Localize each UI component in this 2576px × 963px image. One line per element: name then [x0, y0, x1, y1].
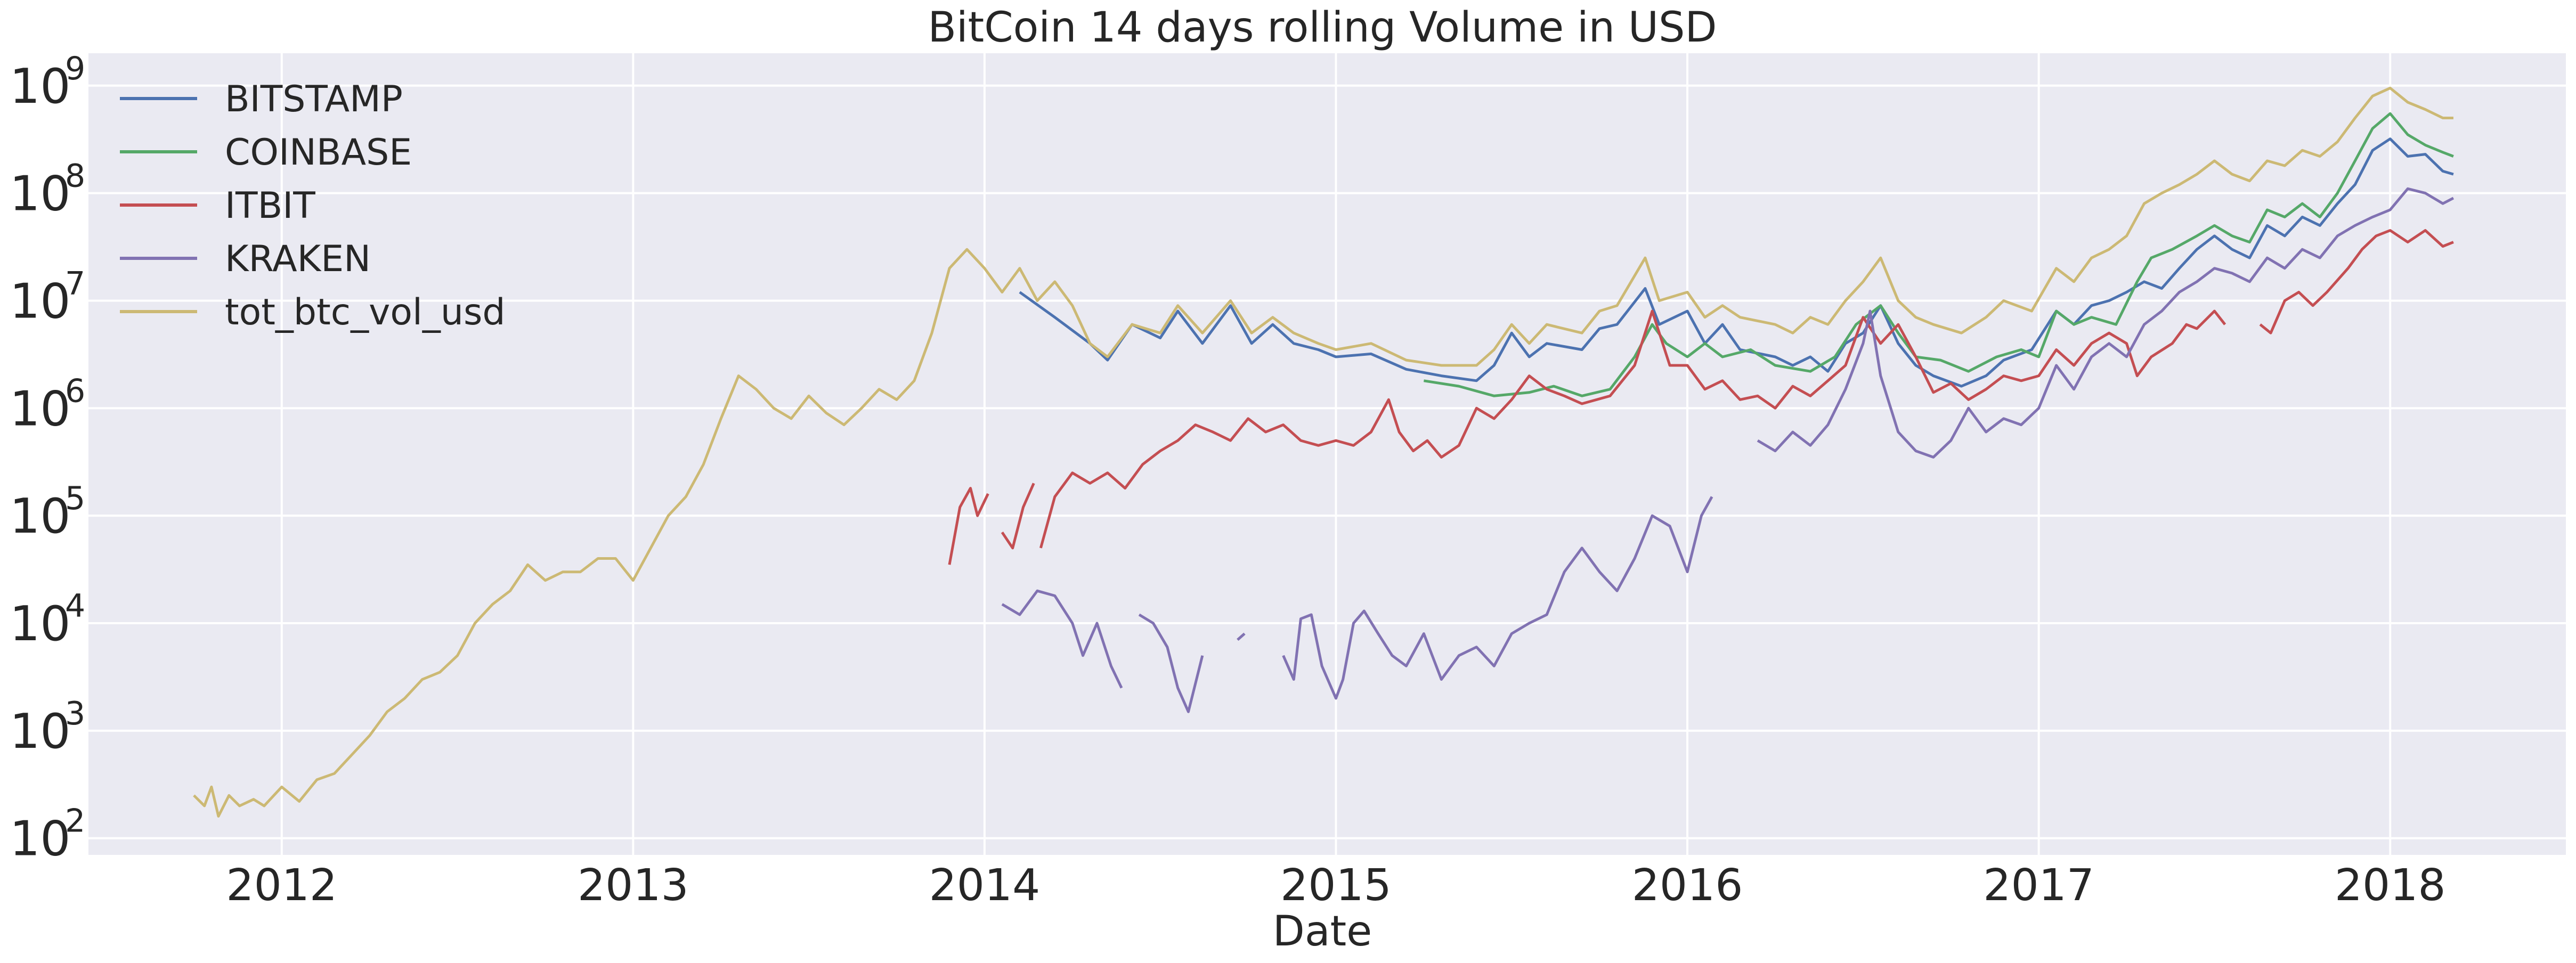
y-tick-label: 10: [10, 381, 71, 437]
series-line-segment: [1001, 589, 1123, 689]
x-tick-label: 2017: [1983, 860, 2094, 911]
legend-entry-label: ITBIT: [225, 185, 315, 227]
x-tick-label: 2012: [226, 860, 337, 911]
y-tick-label: 10: [10, 59, 71, 115]
series-KRAKEN: [1001, 187, 2455, 713]
y-tick-exponent: 2: [65, 803, 85, 840]
series-tot_btc_vol_usd: [193, 86, 2453, 818]
series-line-segment: [193, 86, 2453, 818]
series-line-segment: [1424, 112, 2454, 397]
legend-entry-label: BITSTAMP: [225, 78, 403, 120]
series-line-segment: [1039, 309, 2226, 549]
y-tick-exponent: 8: [65, 158, 85, 195]
x-tick-label: 2018: [2335, 860, 2446, 911]
series-line-segment: [1757, 187, 2455, 459]
grid-lines: [88, 53, 2566, 855]
y-tick-exponent: 6: [65, 372, 85, 410]
y-tick-label: 10: [10, 704, 71, 760]
legend-entry-label: KRAKEN: [225, 238, 371, 280]
x-tick-label: 2015: [1280, 860, 1392, 911]
series-line-segment: [948, 487, 989, 565]
series-lines: [193, 86, 2455, 818]
y-tick-exponent: 9: [65, 50, 85, 87]
x-tick-label: 2013: [578, 860, 689, 911]
y-tick-label: 10: [10, 811, 71, 867]
plot-area: [88, 53, 2566, 855]
y-tick-exponent: 3: [65, 695, 85, 732]
series-ITBIT: [948, 229, 2454, 565]
x-axis-ticks: 2012 2013 2014 2015 2016 2017 2018: [226, 860, 2445, 911]
chart-title: BitCoin 14 days rolling Volume in USD: [928, 4, 1717, 52]
series-line-segment: [1237, 632, 1246, 641]
y-tick-label: 10: [10, 166, 71, 222]
legend-entry-label: tot_btc_vol_usd: [225, 291, 506, 333]
x-tick-label: 2016: [1632, 860, 1743, 911]
x-tick-label: 2014: [929, 860, 1041, 911]
y-tick-label: 10: [10, 596, 71, 652]
y-tick-exponent: 5: [65, 480, 85, 517]
series-line-segment: [1019, 137, 2454, 388]
y-tick-label: 10: [10, 488, 71, 544]
legend: BITSTAMP COINBASE ITBIT KRAKEN tot_btc_vol_u…: [120, 78, 506, 333]
series-line-segment: [1001, 483, 1035, 550]
x-axis-label: Date: [1273, 908, 1372, 956]
series-BITSTAMP: [1019, 137, 2454, 388]
series-COINBASE: [1424, 112, 2454, 397]
legend-entry-label: COINBASE: [225, 132, 412, 174]
series-line-segment: [2259, 229, 2454, 334]
y-tick-exponent: 7: [65, 265, 85, 302]
series-line-segment: [1138, 613, 1204, 713]
series-line-segment: [1282, 496, 1713, 700]
y-tick-label: 10: [10, 273, 71, 329]
y-tick-exponent: 4: [65, 587, 85, 625]
